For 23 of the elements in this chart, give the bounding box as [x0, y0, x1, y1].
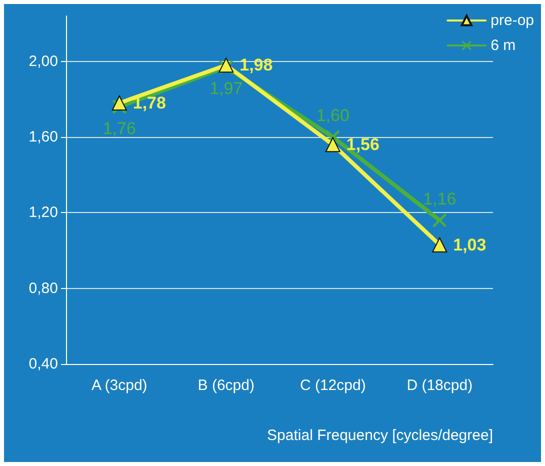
y-tick-label: 1,60: [28, 128, 58, 146]
point: [112, 96, 127, 110]
legend-label: pre-op: [490, 12, 534, 29]
data-label: 1,56: [346, 135, 380, 154]
x-tick-label: C (12cpd): [300, 377, 366, 394]
legend-label: 6 m: [490, 37, 516, 54]
x-axis-title: Spatial Frequency [cycles/degree]: [267, 427, 493, 444]
y-tick-label: 1,20: [28, 204, 58, 222]
data-label: 1,78: [132, 94, 166, 112]
data-label: 1,03: [453, 235, 486, 254]
y-tick-label: 0,40: [28, 356, 58, 372]
data-label: 1,16: [423, 189, 456, 208]
y-tick-label: 0,80: [28, 280, 58, 297]
x-tick-label: D (18cpd): [406, 377, 473, 394]
point: [432, 237, 448, 252]
point: [432, 213, 447, 228]
data-label: 1,60: [316, 106, 350, 126]
x-tick-label: B (6cpd): [198, 377, 254, 394]
data-label: 1,97: [210, 79, 243, 98]
x-tick-label: A (3cpd): [91, 377, 148, 394]
y-tick-label: 2,00: [28, 52, 58, 70]
data-label: 1,76: [102, 118, 136, 138]
point: [325, 137, 340, 152]
